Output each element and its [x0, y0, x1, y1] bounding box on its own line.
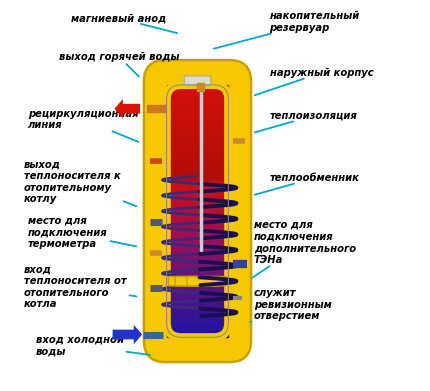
Bar	[166, 283, 228, 287]
Bar	[166, 186, 228, 189]
Bar	[166, 214, 228, 217]
FancyBboxPatch shape	[175, 276, 208, 286]
Text: выход
теплоносителя к
отопительному
котлу: выход теплоносителя к отопительному котл…	[24, 160, 136, 206]
FancyBboxPatch shape	[187, 276, 220, 286]
Bar	[166, 233, 228, 236]
Bar	[166, 318, 228, 321]
Bar	[166, 211, 228, 214]
Text: вход холодной
воды: вход холодной воды	[36, 335, 150, 356]
Bar	[166, 249, 228, 252]
Bar	[166, 268, 228, 271]
Bar	[166, 280, 228, 283]
Bar	[166, 242, 228, 246]
Bar	[166, 173, 228, 176]
Bar	[166, 110, 228, 113]
Bar	[166, 132, 228, 135]
Bar	[166, 104, 228, 107]
Bar	[166, 91, 228, 94]
Bar	[166, 258, 228, 262]
Bar	[166, 107, 228, 110]
Bar	[166, 195, 228, 199]
Text: вход
теплоносителя от
отопительного
котла: вход теплоносителя от отопительного котл…	[24, 265, 136, 309]
Bar	[166, 246, 228, 249]
Bar	[166, 201, 228, 205]
FancyBboxPatch shape	[169, 276, 227, 286]
Bar	[166, 138, 228, 142]
Bar	[166, 262, 228, 265]
Text: магниевый анод: магниевый анод	[71, 13, 177, 33]
Bar	[166, 170, 228, 173]
FancyBboxPatch shape	[184, 76, 211, 85]
Bar	[166, 312, 228, 315]
Text: служит
ревизионным
отверстием: служит ревизионным отверстием	[250, 288, 332, 322]
Bar	[166, 287, 228, 290]
Bar	[166, 208, 228, 211]
Bar	[166, 271, 228, 274]
Bar	[166, 230, 228, 233]
Bar	[166, 179, 228, 183]
Bar	[166, 328, 228, 331]
Bar	[166, 309, 228, 312]
Bar	[166, 94, 228, 97]
Bar	[166, 198, 228, 202]
Bar	[166, 157, 228, 161]
Bar	[166, 126, 228, 129]
Text: накопительный
резервуар: накопительный резервуар	[214, 11, 360, 49]
Bar	[166, 100, 228, 104]
Bar	[166, 277, 228, 280]
FancyBboxPatch shape	[144, 60, 251, 362]
Bar	[166, 129, 228, 132]
Bar	[166, 135, 228, 138]
Bar	[166, 164, 228, 167]
Bar	[166, 145, 228, 148]
Text: место для
подключения
термометра: место для подключения термометра	[28, 216, 136, 249]
Bar	[166, 154, 228, 158]
Bar	[166, 325, 228, 328]
Bar	[166, 239, 228, 243]
Bar	[166, 85, 228, 88]
Bar	[166, 252, 228, 255]
Bar	[166, 303, 228, 306]
Bar	[166, 306, 228, 309]
Bar	[166, 167, 228, 170]
Text: наружный корпус: наружный корпус	[255, 68, 373, 95]
Bar	[166, 221, 228, 224]
Bar	[166, 183, 228, 186]
Bar	[166, 265, 228, 268]
Bar	[166, 293, 228, 296]
Bar	[166, 274, 228, 277]
Bar	[166, 189, 228, 192]
Bar	[166, 217, 228, 221]
Bar	[166, 88, 228, 91]
Bar	[166, 315, 228, 318]
Bar	[166, 113, 228, 117]
Bar	[166, 300, 228, 303]
Bar	[166, 224, 228, 227]
Text: теплообменник: теплообменник	[255, 173, 359, 195]
Bar	[166, 331, 228, 334]
Bar	[166, 148, 228, 151]
Bar	[166, 120, 228, 123]
Bar	[166, 161, 228, 164]
Bar	[166, 296, 228, 300]
Bar	[166, 205, 228, 208]
Text: место для
подключения
дополнительного
ТЭНа: место для подключения дополнительного ТЭ…	[252, 220, 356, 278]
Bar	[166, 192, 228, 196]
Bar	[166, 334, 228, 337]
Text: рециркуляционная
линия: рециркуляционная линия	[28, 109, 138, 142]
Bar	[166, 227, 228, 230]
Bar	[166, 321, 228, 325]
Bar	[166, 176, 228, 179]
Bar	[166, 142, 228, 145]
Text: выход горячей воды: выход горячей воды	[59, 52, 180, 77]
Text: теплоизоляция: теплоизоляция	[255, 111, 357, 133]
Bar	[166, 151, 228, 154]
Bar	[197, 83, 204, 91]
Bar	[166, 97, 228, 100]
Bar	[166, 255, 228, 258]
Bar	[166, 123, 228, 126]
Bar	[166, 236, 228, 239]
Bar	[166, 290, 228, 293]
Bar	[166, 117, 228, 120]
